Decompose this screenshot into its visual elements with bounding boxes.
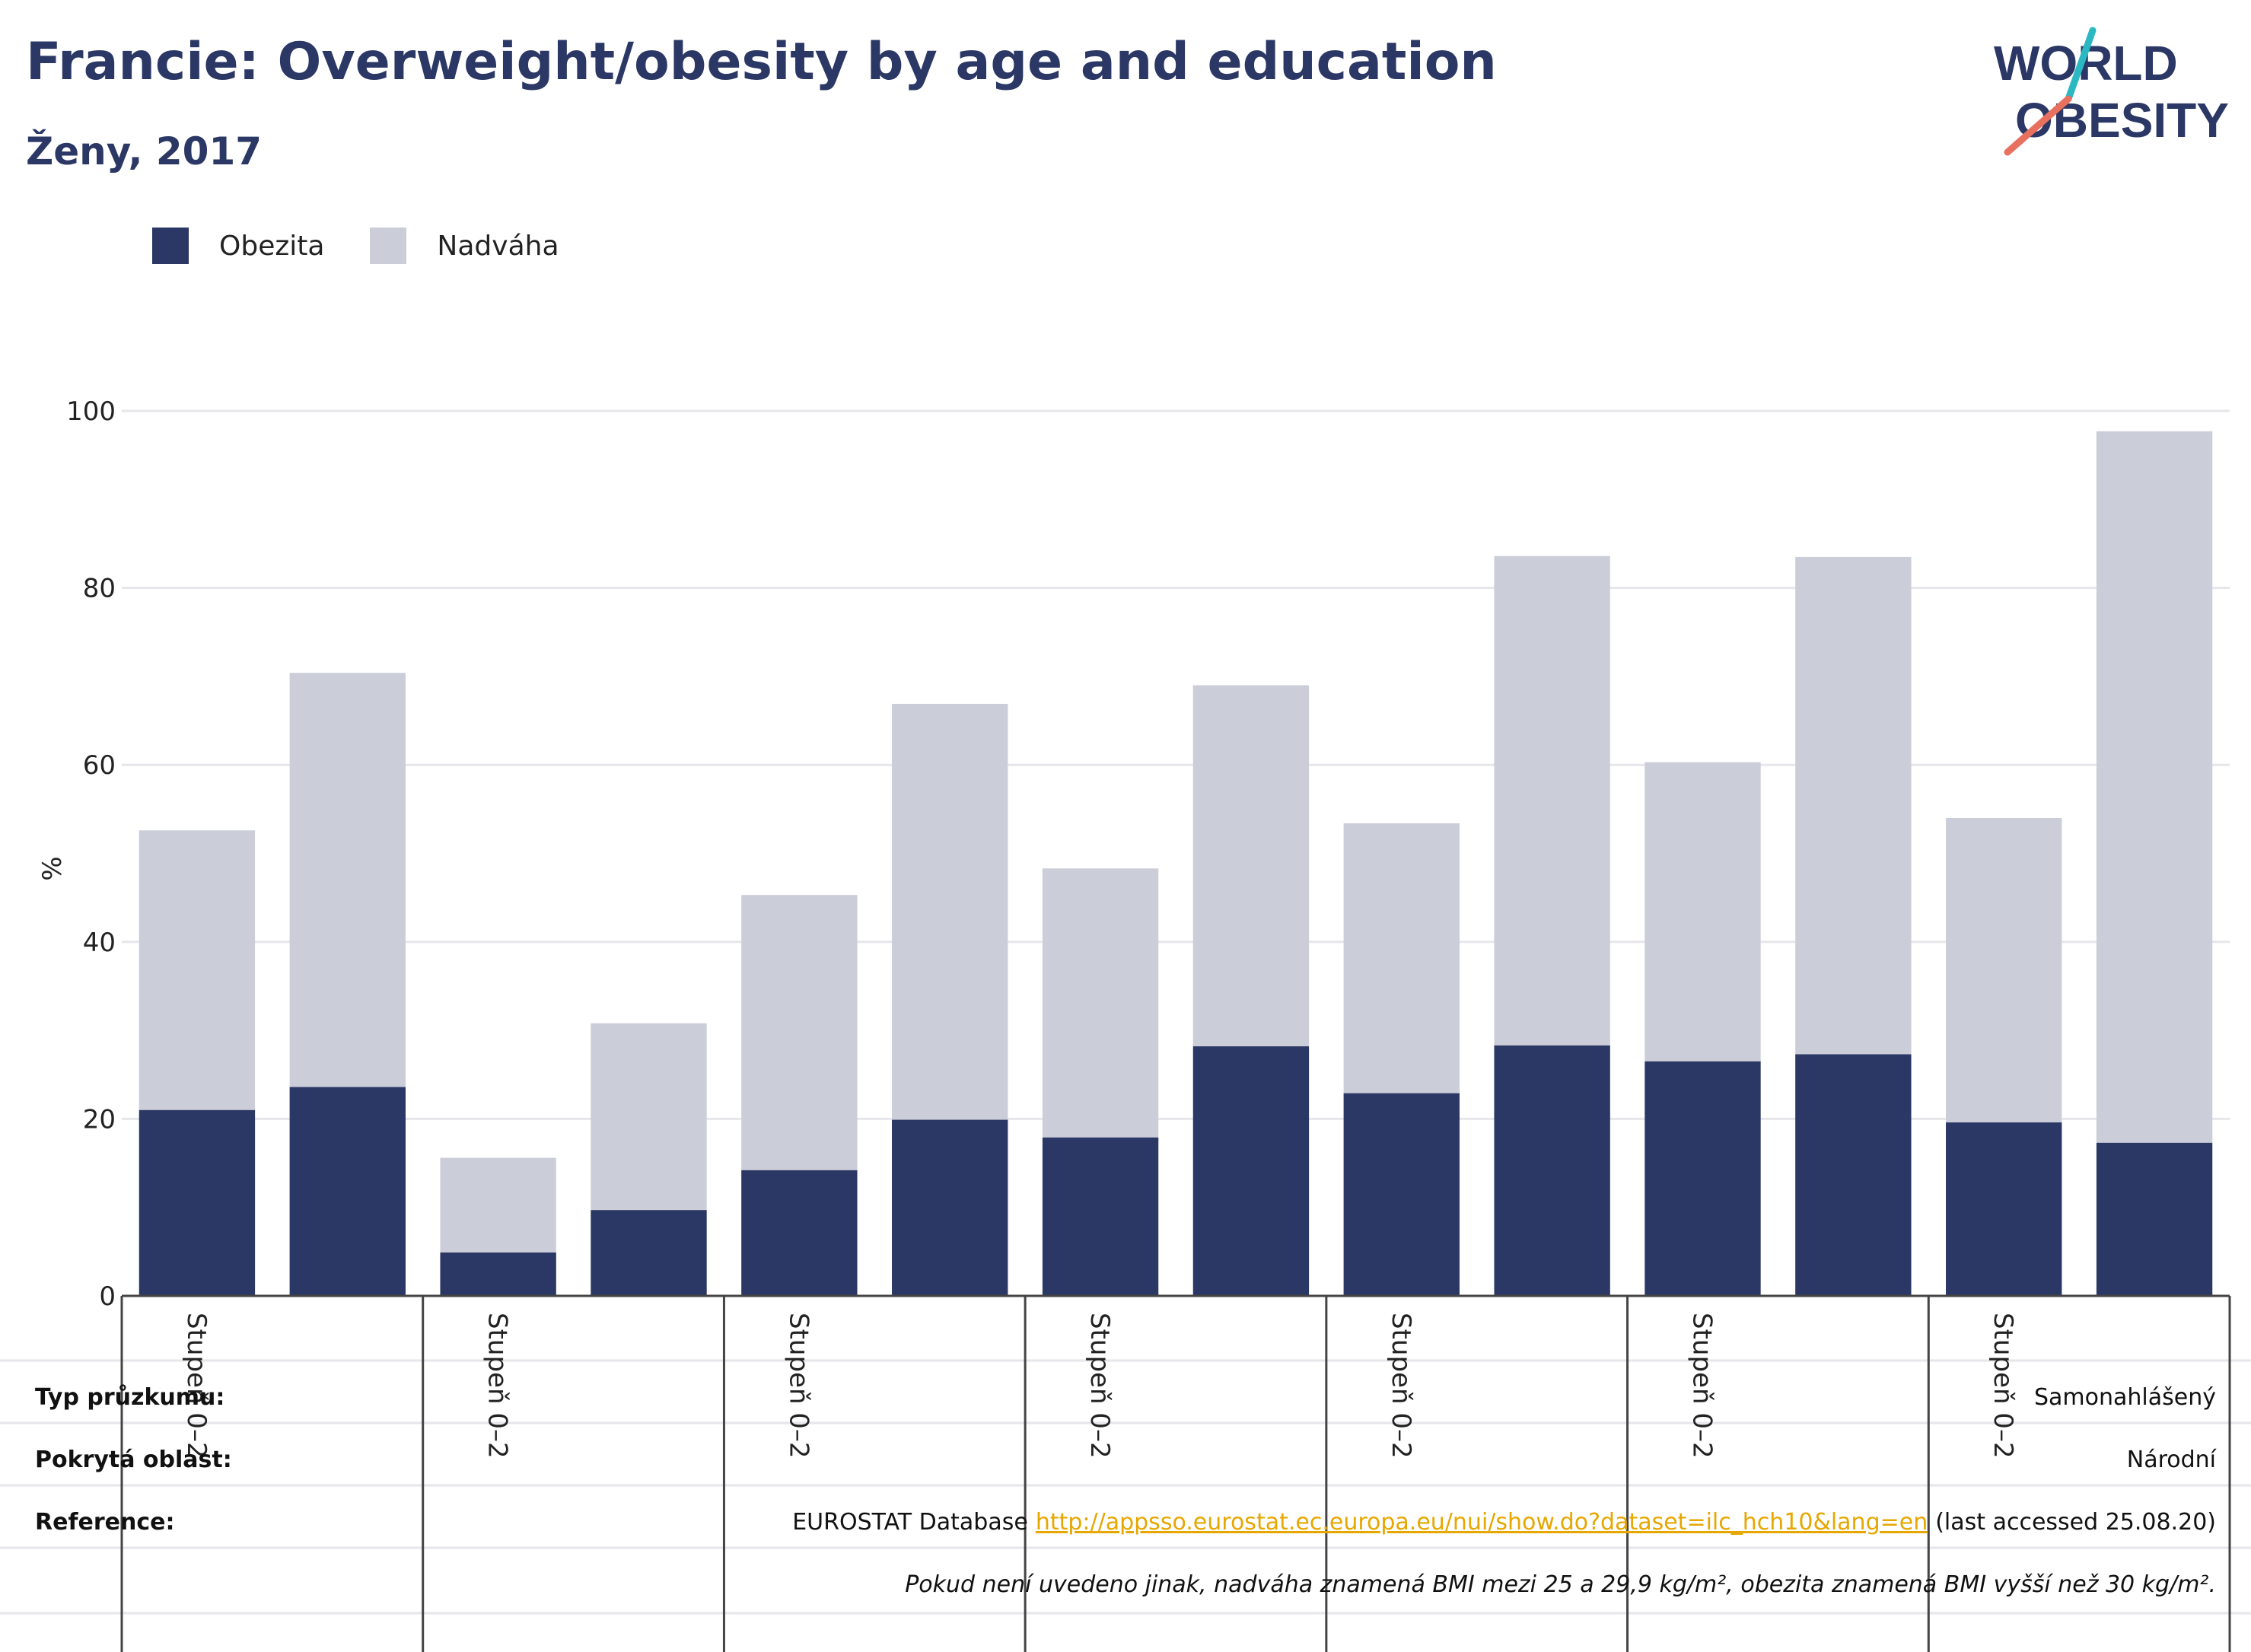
bar-obezita-6: [892, 1119, 1008, 1296]
reference-label: Reference:: [35, 1509, 174, 1536]
bar-nadvaha-11: [1644, 762, 1761, 1062]
bar-nadvaha-10: [1494, 555, 1610, 1046]
definition-note: Pokud není uvedeno jinak, nadváha znamen…: [905, 1571, 2216, 1598]
x-group-label: Stupeň 0–2: [1687, 1313, 1718, 1459]
bar-nadvaha-6: [892, 703, 1008, 1120]
bar-obezita-5: [741, 1170, 858, 1296]
reference-suffix: (last accessed 25.08.20): [1935, 1509, 2216, 1536]
bar-obezita-9: [1343, 1093, 1460, 1296]
bar-nadvaha-5: [741, 895, 858, 1170]
bar-obezita-13: [1946, 1122, 2062, 1296]
info-table: Typ průzkumu: Samonahlášený Pokrytá obla…: [35, 1383, 2218, 1598]
legend-item-obezita[interactable]: Obezita: [152, 228, 324, 264]
legend-swatch-obezita: [152, 228, 189, 264]
bar-nadvaha-14: [2096, 431, 2213, 1143]
x-group-label: Stupeň 0–2: [1084, 1313, 1115, 1459]
y-tick-label: 40: [83, 928, 116, 958]
x-group-label: Stupeň 0–2: [181, 1313, 212, 1459]
bar-obezita-2: [289, 1087, 406, 1296]
bar-nadvaha-3: [440, 1157, 556, 1253]
y-tick-label: 80: [83, 574, 116, 604]
reference-link[interactable]: http://appsso.eurostat.ec.europa.eu/nui/…: [1036, 1509, 1928, 1536]
covered-area-value: Národní: [2127, 1447, 2218, 1473]
bar-obezita-12: [1795, 1054, 1912, 1296]
logo-stroke-teal: [2065, 27, 2097, 103]
bar-obezita-14: [2096, 1142, 2213, 1296]
y-axis-ticks: 0 20 40 60 80 100%: [37, 396, 116, 1312]
bar-nadvaha-8: [1192, 685, 1310, 1047]
legend: Obezita Nadváha: [152, 227, 605, 265]
x-axis: Stupeň 0–2 Stupeň 0–2 Stupeň 0–2 Stupeň 0–2…: [0, 1294, 2251, 1652]
bar-nadvaha-7: [1042, 868, 1159, 1138]
bar-nadvaha-4: [591, 1023, 707, 1211]
y-tick-label: 100: [66, 396, 116, 427]
reference-prefix: EUROSTAT Database: [792, 1509, 1028, 1536]
gridlines: [122, 409, 2230, 1297]
y-axis-label: %: [37, 856, 68, 880]
world-obesity-logo: WORLD OBESITY: [1994, 27, 2229, 156]
logo-stroke-coral: [2004, 95, 2072, 156]
bar-obezita-3: [440, 1253, 556, 1296]
y-tick-label: 0: [99, 1281, 116, 1312]
bar-obezita-8: [1192, 1046, 1310, 1296]
x-group-label: Stupeň 0–2: [1386, 1313, 1416, 1459]
bar-nadvaha-2: [289, 673, 406, 1087]
x-group-label: Stupeň 0–2: [482, 1313, 513, 1459]
bar-obezita-4: [591, 1210, 707, 1296]
bar-obezita-1: [138, 1109, 256, 1296]
x-group-label: Stupeň 0–2: [1988, 1313, 2018, 1459]
page-title: Francie: Overweight/obesity by age and e…: [26, 32, 1497, 92]
legend-item-nadvaha[interactable]: Nadváha: [370, 228, 559, 264]
bar-obezita-10: [1494, 1045, 1610, 1296]
y-tick-label: 20: [83, 1104, 116, 1135]
legend-label-obezita: Obezita: [219, 230, 325, 262]
bar-nadvaha-1: [138, 830, 256, 1110]
covered-area-label: Pokrytá oblast:: [35, 1447, 232, 1473]
reference-line: EUROSTAT Database http://appsso.eurostat.…: [792, 1509, 2216, 1536]
x-group-label: Stupeň 0–2: [783, 1313, 813, 1459]
logo-text-obesity: OBESITY: [2015, 93, 2229, 148]
y-tick-label: 60: [83, 750, 116, 781]
bar-nadvaha-12: [1795, 556, 1912, 1055]
survey-type-label: Typ průzkumu:: [35, 1383, 224, 1411]
bar-obezita-11: [1644, 1061, 1761, 1296]
bar-nadvaha-9: [1343, 823, 1460, 1093]
legend-swatch-nadvaha: [370, 228, 407, 264]
legend-label-nadvaha: Nadváha: [437, 230, 559, 262]
bars: [138, 431, 2213, 1296]
page-subtitle: Ženy, 2017: [26, 129, 263, 173]
survey-type-value: Samonahlášený: [2034, 1384, 2216, 1411]
bar-nadvaha-13: [1946, 817, 2062, 1123]
bar-obezita-7: [1042, 1137, 1159, 1296]
